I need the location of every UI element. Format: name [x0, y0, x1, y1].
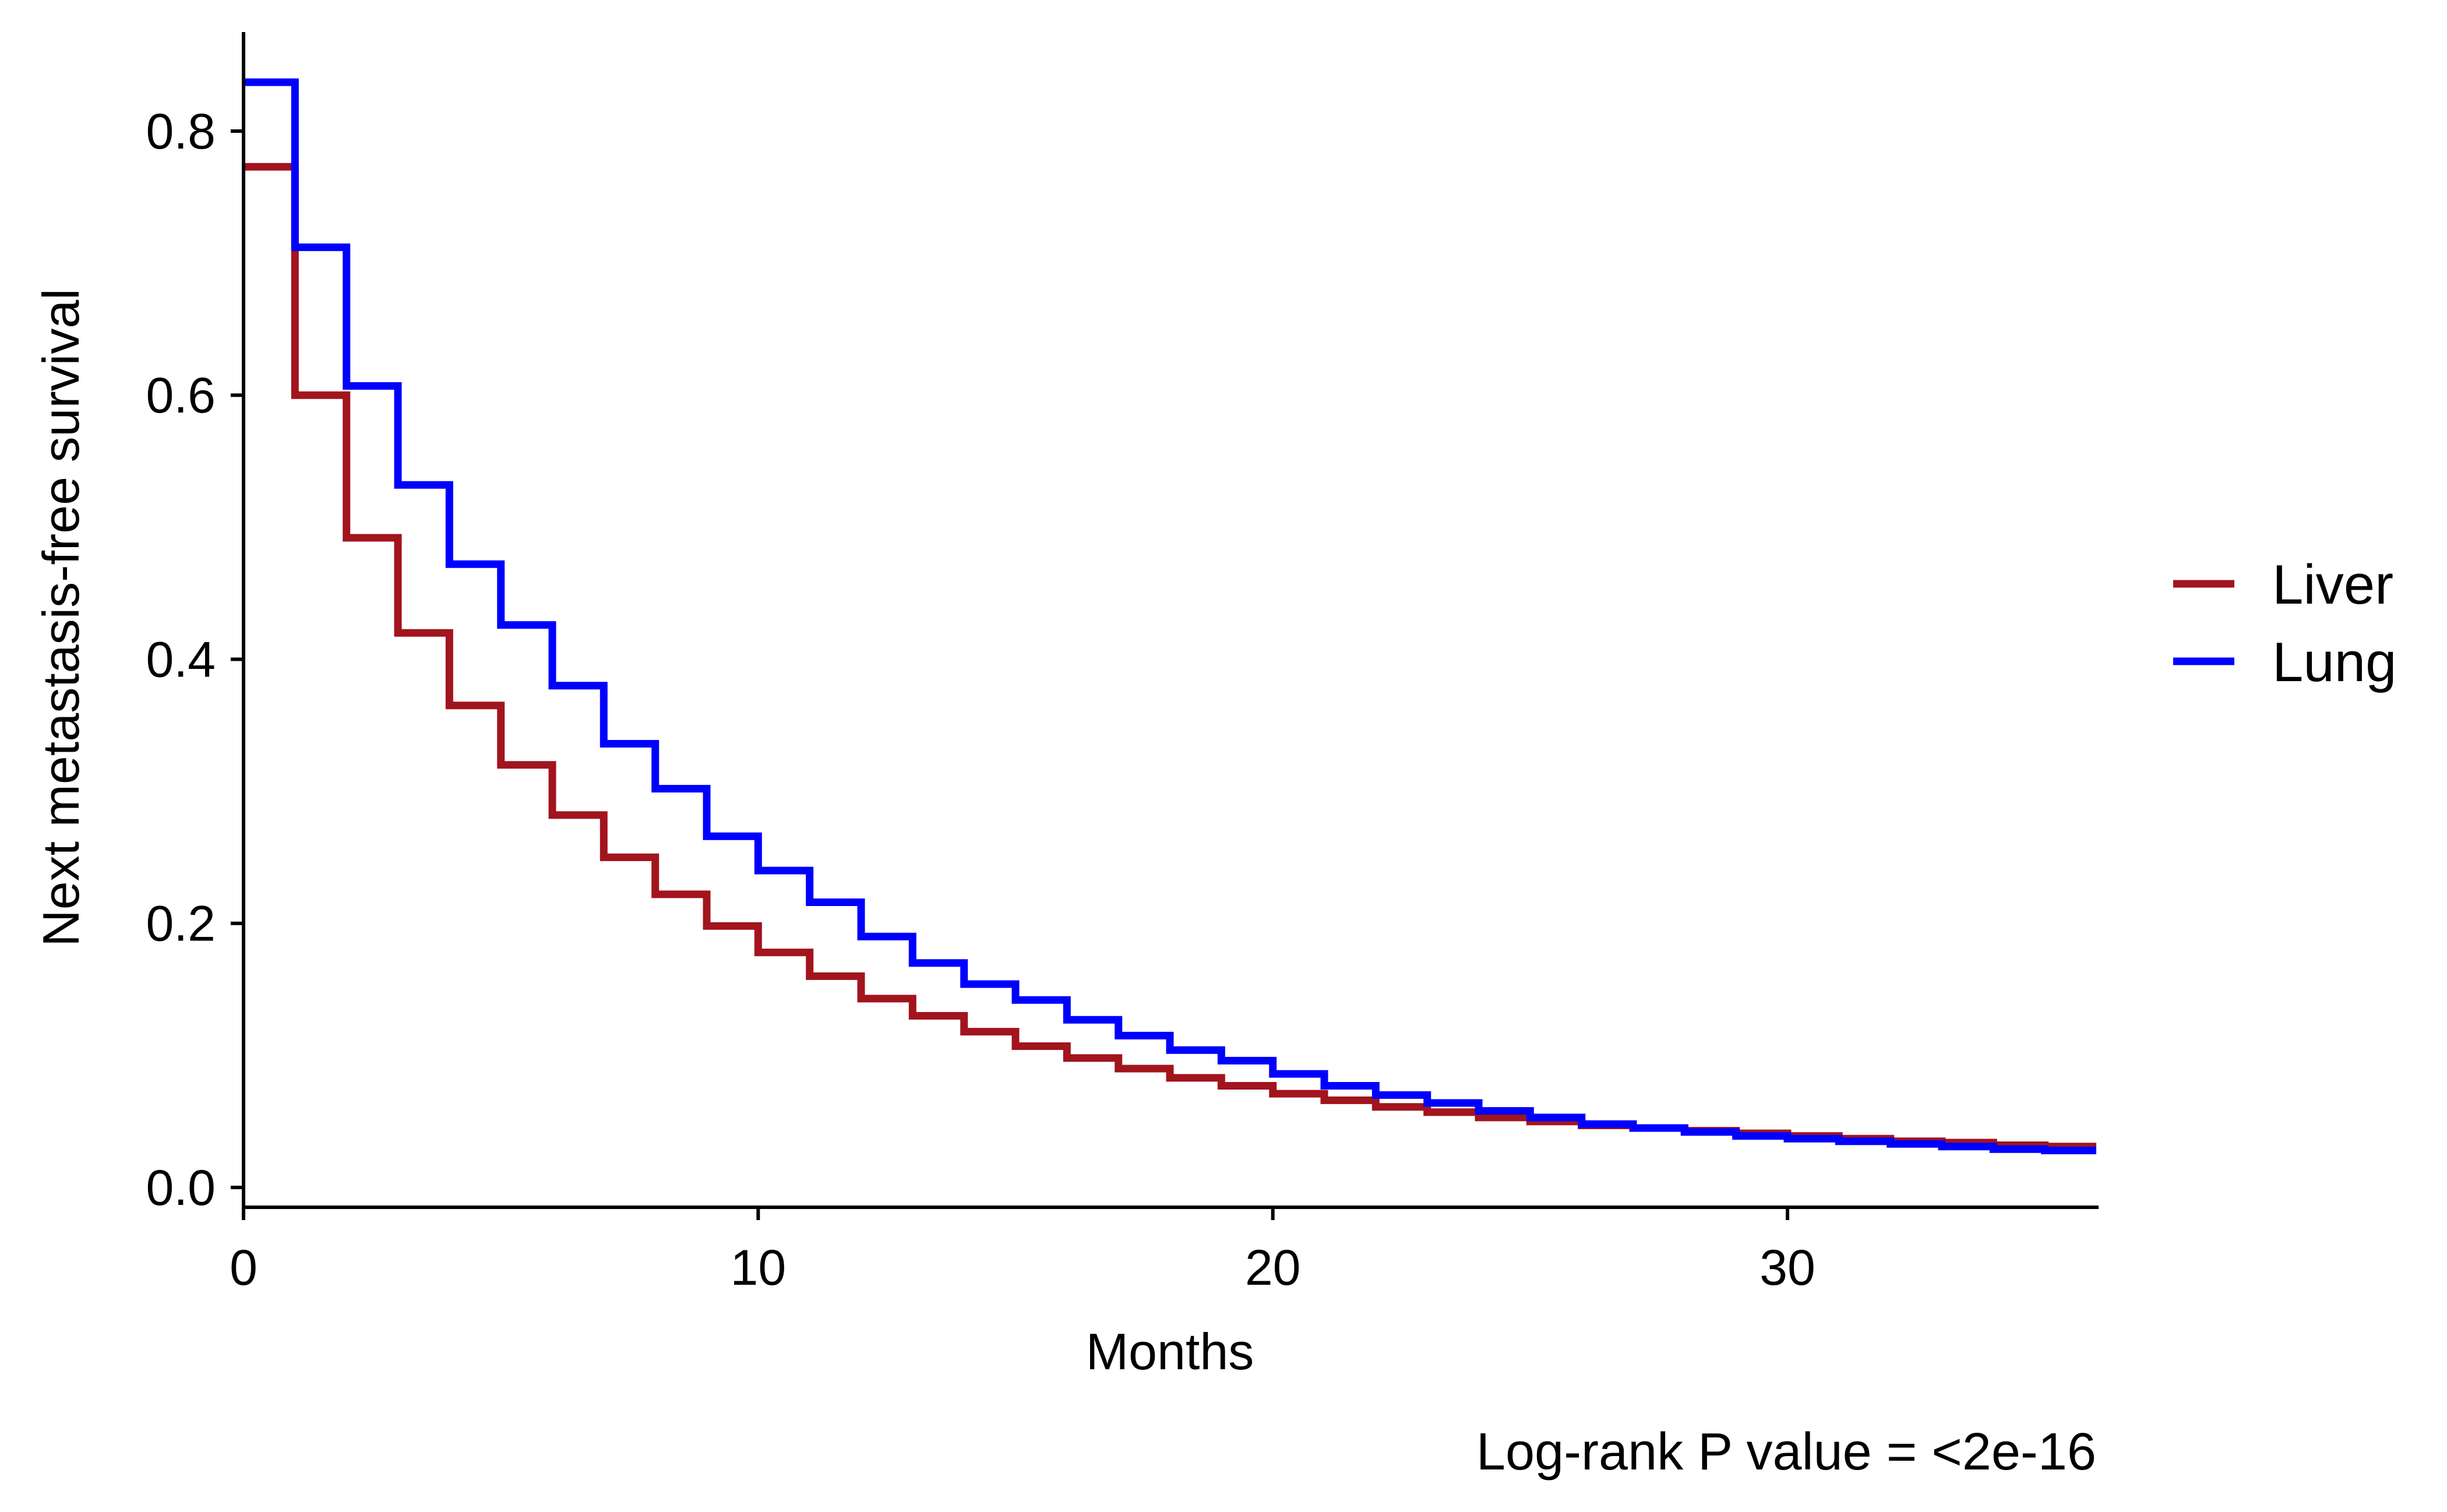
x-tick-label: 0	[230, 1240, 258, 1296]
y-axis-ticks: 0.0 0.2 0.4 0.6 0.8	[146, 104, 244, 1216]
x-axis-title: Months	[1086, 1323, 1254, 1380]
y-tick-label: 0.0	[146, 1160, 216, 1216]
y-axis-title: Next metastasis-free survival	[32, 288, 90, 947]
axes-layer	[242, 32, 2099, 1209]
x-tick-label: 20	[1245, 1240, 1301, 1296]
x-tick-label: 10	[730, 1240, 786, 1296]
legend-item-lung: Lung	[2173, 631, 2397, 693]
y-tick-label: 0.4	[146, 632, 216, 688]
series-line-lung	[244, 78, 2096, 1154]
series-layer	[244, 78, 2096, 1154]
y-tick-label: 0.8	[146, 104, 216, 160]
y-tick-label: 0.2	[146, 896, 216, 952]
log-rank-annotation: Log-rank P value = <2e-16	[1476, 1423, 2096, 1481]
legend-item-liver: Liver	[2173, 554, 2393, 616]
legend-label: Liver	[2272, 554, 2393, 616]
x-axis-ticks: 0 10 20 30	[230, 1207, 1815, 1296]
series-line-liver	[244, 163, 2096, 1151]
legend: Liver Lung	[2173, 554, 2397, 693]
y-tick-label: 0.6	[146, 368, 216, 424]
x-tick-label: 30	[1760, 1240, 1815, 1296]
legend-label: Lung	[2272, 631, 2397, 693]
